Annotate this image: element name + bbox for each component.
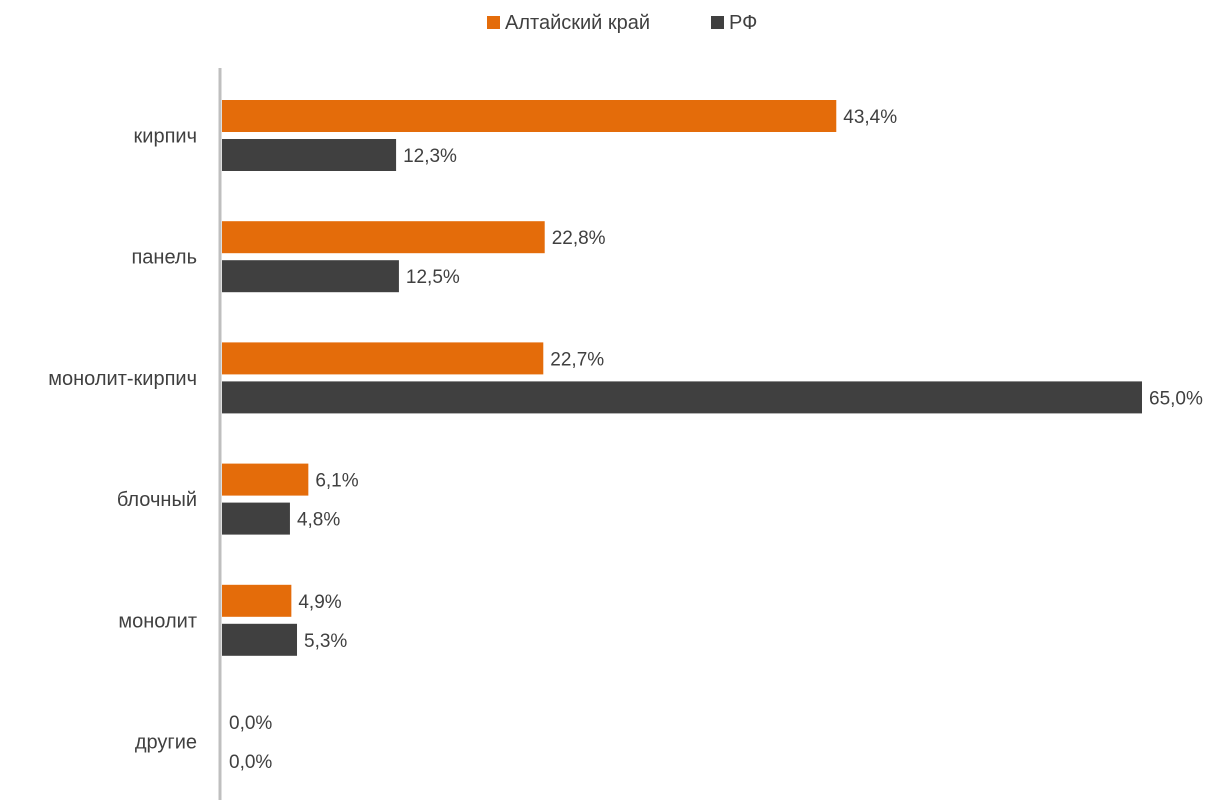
- value-label-5-1: 0,0%: [229, 752, 272, 773]
- value-labels: 43,4% 12,3% 22,8% 12,5% 22,7% 65,0% 6,1% 4,8% 4,…: [229, 107, 1203, 773]
- category-labels: кирпич панель монолит-кирпич блочный монолит…: [48, 126, 197, 754]
- value-label-0-0: 43,4%: [843, 107, 897, 128]
- category-label-5: другие: [135, 732, 197, 754]
- value-label-4-0: 4,9%: [298, 592, 341, 613]
- value-label-3-0: 6,1%: [315, 471, 358, 492]
- value-label-2-1: 65,0%: [1149, 388, 1203, 409]
- bar-3-0: [222, 463, 309, 496]
- value-label-2-0: 22,7%: [550, 349, 604, 370]
- value-label-5-0: 0,0%: [229, 713, 272, 734]
- legend-swatch-0: [487, 16, 500, 29]
- legend: Алтайский край РФ: [487, 12, 757, 34]
- category-label-1: панель: [131, 247, 197, 269]
- bar-0-0: [222, 100, 837, 132]
- bar-4-1: [222, 623, 298, 656]
- value-label-3-1: 4,8%: [297, 510, 340, 531]
- bar-3-1: [222, 502, 290, 535]
- category-label-2: монолит-кирпич: [48, 368, 197, 390]
- bar-4-0: [222, 584, 292, 617]
- value-label-4-1: 5,3%: [304, 631, 347, 652]
- category-label-0: кирпич: [134, 126, 197, 148]
- bar-2-0: [222, 342, 544, 375]
- bar-0-1: [222, 139, 397, 171]
- legend-swatch-1: [711, 16, 724, 29]
- value-label-0-1: 12,3%: [403, 146, 457, 167]
- bar-2-1: [222, 381, 1142, 414]
- bar-1-1: [222, 260, 399, 293]
- bars: [222, 100, 1142, 656]
- value-label-1-0: 22,8%: [552, 228, 606, 249]
- category-label-4: монолит: [118, 610, 197, 632]
- value-label-1-1: 12,5%: [406, 267, 460, 288]
- legend-label-0: Алтайский край: [505, 12, 650, 34]
- bar-1-0: [222, 221, 545, 254]
- legend-label-1: РФ: [729, 12, 757, 34]
- category-label-3: блочный: [117, 489, 197, 511]
